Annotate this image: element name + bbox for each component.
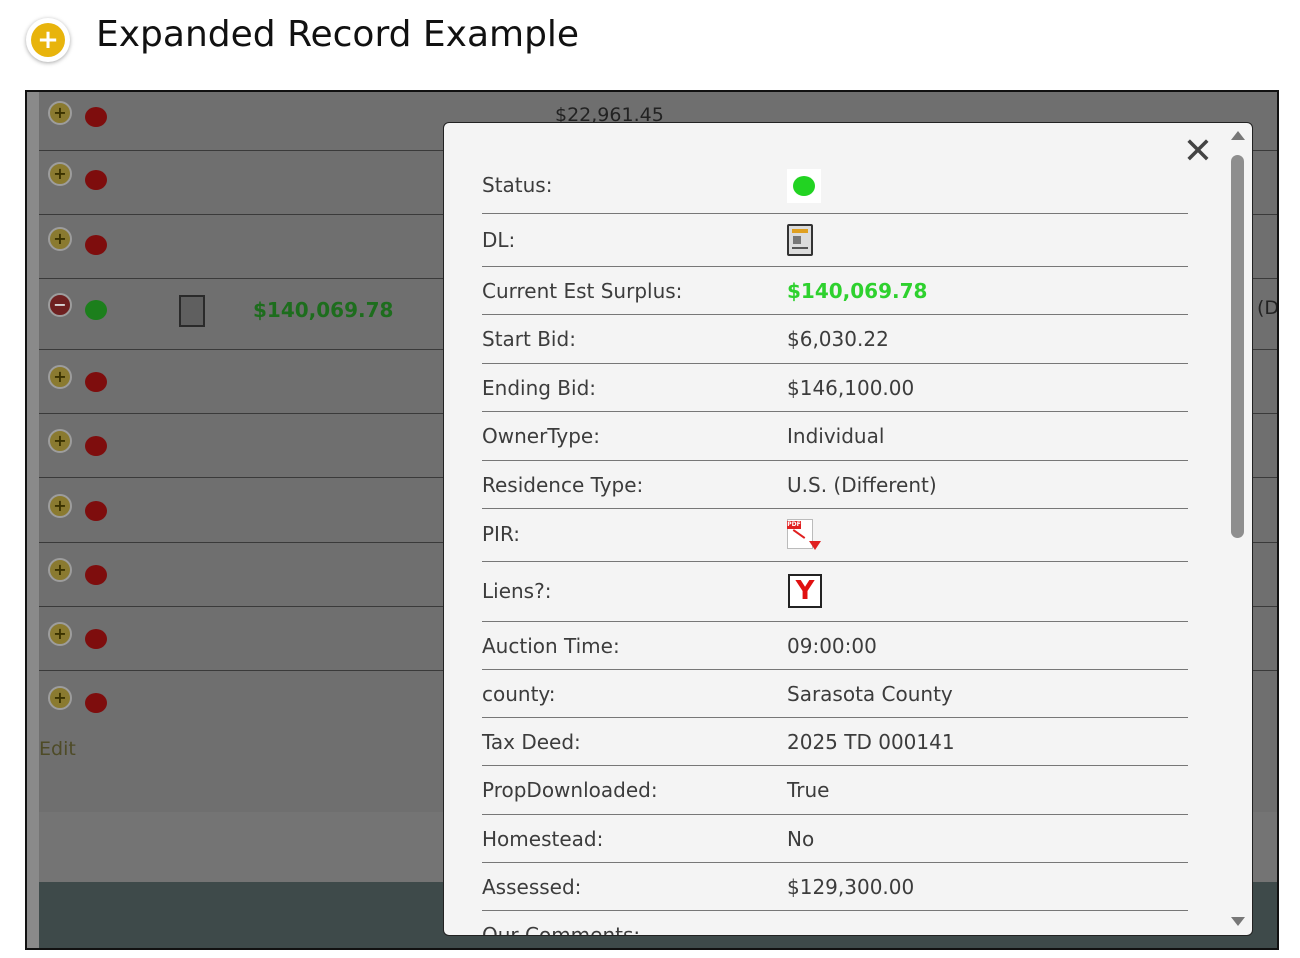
liens-yes-icon[interactable]: Y [788, 574, 822, 608]
status-green-icon [85, 300, 107, 320]
row-surplus-amount: $140,069.78 [253, 298, 394, 322]
status-red-icon [85, 693, 107, 713]
field-label: county: [482, 682, 556, 706]
field-label: Residence Type: [482, 473, 644, 497]
plus-glyph: + [31, 23, 65, 57]
expand-row-button[interactable]: + [48, 227, 72, 251]
field-row-surplus: Current Est Surplus: $140,069.78 [482, 267, 1188, 315]
field-label: Start Bid: [482, 327, 576, 351]
expand-row-button[interactable]: + [48, 365, 72, 389]
field-row-status: Status: [482, 159, 1188, 214]
field-label: PIR: [482, 522, 520, 546]
close-icon[interactable]: ✕ [1182, 131, 1214, 172]
field-label: Homestead: [482, 827, 604, 851]
field-label: Ending Bid: [482, 376, 597, 400]
field-label: DL: [482, 228, 516, 252]
scrollbar-thumb[interactable] [1231, 155, 1244, 538]
field-label: Auction Time: [482, 634, 620, 658]
expand-row-button[interactable]: + [48, 429, 72, 453]
record-detail-modal: ✕ Status: DL: Current Est Surplus: $140,… [443, 122, 1253, 936]
field-label: Liens?: [482, 579, 552, 603]
row-residence-fragment: (D [1257, 297, 1279, 319]
pdf-download-icon[interactable]: PDF [787, 519, 821, 551]
field-value: 2025 TD 000141 [787, 730, 955, 754]
surplus-value: $140,069.78 [787, 279, 928, 303]
field-row-residence-type: Residence Type: U.S. (Different) [482, 461, 1188, 509]
field-value: $129,300.00 [787, 875, 915, 899]
field-label: Assessed: [482, 875, 582, 899]
field-row-tax-deed: Tax Deed: 2025 TD 000141 [482, 718, 1188, 766]
field-value: $146,100.00 [787, 376, 915, 400]
expand-row-button[interactable]: + [48, 101, 72, 125]
field-label: Tax Deed: [482, 730, 581, 754]
status-red-icon [85, 501, 107, 521]
field-row-homestead: Homestead: No [482, 815, 1188, 863]
field-row-county: county: Sarasota County [482, 670, 1188, 718]
field-value: True [787, 778, 830, 802]
field-value: Sarasota County [787, 682, 953, 706]
status-red-icon [85, 436, 107, 456]
expand-row-button[interactable]: + [48, 686, 72, 710]
dl-document-icon[interactable] [179, 295, 205, 327]
field-label: Our Comments: [482, 923, 641, 936]
expand-row-button[interactable]: + [48, 494, 72, 518]
expand-row-button[interactable]: + [48, 622, 72, 646]
field-value: U.S. (Different) [787, 473, 937, 497]
field-row-owner-type: OwnerType: Individual [482, 412, 1188, 461]
collapse-row-button[interactable]: − [48, 293, 72, 317]
field-row-dl: DL: [482, 214, 1188, 267]
plus-circle-icon: + [26, 18, 70, 62]
field-value: $6,030.22 [787, 327, 889, 351]
field-label: OwnerType: [482, 424, 600, 448]
field-value: No [787, 827, 815, 851]
field-row-prop-downloaded: PropDownloaded: True [482, 766, 1188, 815]
field-value: Individual [787, 424, 885, 448]
field-row-liens: Liens?: Y [482, 562, 1188, 622]
status-red-icon [85, 235, 107, 255]
field-label: Status: [482, 173, 553, 197]
status-green-dot-icon [793, 176, 815, 196]
status-red-icon [85, 107, 107, 127]
field-label: Current Est Surplus: [482, 279, 683, 303]
field-row-start-bid: Start Bid: $6,030.22 [482, 315, 1188, 364]
edit-link[interactable]: Edit [39, 738, 76, 760]
scroll-up-arrow-icon[interactable] [1231, 131, 1245, 140]
status-red-icon [85, 170, 107, 190]
table-row: + [39, 670, 1277, 734]
status-icon [787, 169, 821, 203]
field-row-auction-time: Auction Time: 09:00:00 [482, 622, 1188, 670]
status-red-icon [85, 629, 107, 649]
dl-document-icon[interactable] [787, 224, 813, 256]
field-row-pir: PIR: PDF [482, 509, 1188, 562]
status-red-icon [85, 372, 107, 392]
field-row-ending-bid: Ending Bid: $146,100.00 [482, 364, 1188, 412]
expand-row-button[interactable]: + [48, 558, 72, 582]
field-row-assessed: Assessed: $129,300.00 [482, 863, 1188, 911]
status-red-icon [85, 565, 107, 585]
left-border-strip [27, 92, 39, 948]
scroll-down-arrow-icon[interactable] [1231, 917, 1245, 926]
field-label: PropDownloaded: [482, 778, 658, 802]
expand-row-button[interactable]: + [48, 162, 72, 186]
field-value: 09:00:00 [787, 634, 877, 658]
page-title: Expanded Record Example [96, 14, 580, 55]
field-row-comments: Our Comments: [482, 911, 1188, 936]
row-amount: $22,961.45 [555, 104, 664, 126]
